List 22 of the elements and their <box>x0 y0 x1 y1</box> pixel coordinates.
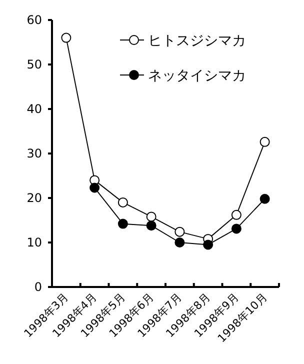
point <box>260 194 270 204</box>
point <box>118 218 128 229</box>
point <box>231 224 242 234</box>
point <box>174 226 185 237</box>
point <box>174 238 185 248</box>
y-tick-label: 50 <box>26 58 42 72</box>
point <box>146 212 156 222</box>
point <box>61 32 72 43</box>
y-tick-label: 20 <box>26 191 42 206</box>
legend-label: ヒトスジシマカ <box>148 32 246 49</box>
y-tick-label: 40 <box>26 102 42 116</box>
point <box>231 210 242 220</box>
point <box>146 220 156 231</box>
point <box>90 182 100 193</box>
point <box>260 136 270 147</box>
y-tick-label: 10 <box>26 236 42 250</box>
point <box>203 240 214 250</box>
y-tick-label: 0 <box>34 280 42 294</box>
y-tick-label: 60 <box>26 13 42 28</box>
y-tick-label: 30 <box>26 146 42 161</box>
legend-label: ネッタイシマカ <box>148 68 246 84</box>
point <box>118 197 128 208</box>
